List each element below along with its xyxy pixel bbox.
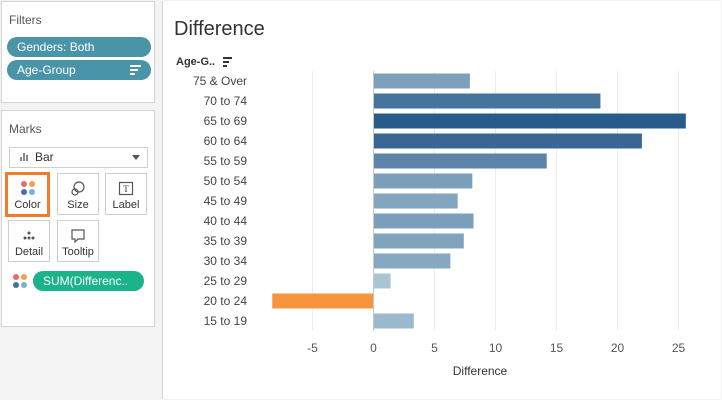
chevron-down-icon	[132, 155, 140, 160]
category-label: 20 to 24	[204, 294, 248, 308]
bar	[373, 133, 642, 149]
sheet-title: Difference	[174, 18, 265, 40]
bar-chart-icon	[20, 153, 30, 161]
tick-label: 15	[550, 341, 564, 355]
marks-card-title: Marks	[9, 122, 42, 136]
filters-card: Filters Genders: Both Age-Group	[1, 1, 155, 103]
bar	[373, 73, 470, 89]
mark-type-dropdown[interactable]: Bar	[9, 147, 148, 168]
category-label: 30 to 34	[204, 254, 248, 268]
tick-label: 5	[431, 341, 438, 355]
sort-icon[interactable]	[223, 57, 232, 67]
sort-icon	[130, 65, 141, 75]
filter-pill-label: Genders: Both	[17, 40, 95, 54]
category-label: 35 to 39	[204, 234, 248, 248]
filter-pill-age-group[interactable]: Age-Group	[7, 60, 151, 80]
side-panel: Filters Genders: Both Age-Group Marks Ba…	[0, 0, 161, 400]
bar	[373, 193, 458, 209]
marks-card: Marks Bar	[1, 110, 155, 327]
filters-card-title: Filters	[9, 13, 42, 27]
category-label: 15 to 19	[204, 314, 248, 328]
worksheet: Difference Age-G.. 75 & Over 70 to 74 65 t…	[162, 1, 721, 399]
tick-label: -5	[307, 341, 318, 355]
size-button[interactable]: Size	[57, 173, 99, 215]
bar	[272, 293, 374, 309]
category-label: 70 to 74	[204, 94, 248, 108]
detail-dots-icon	[23, 231, 35, 240]
filter-pill-label: Age-Group	[17, 63, 76, 77]
detail-button-label: Detail	[14, 246, 44, 258]
x-axis-label: Difference	[453, 364, 508, 378]
bar-chart: 75 & Over 70 to 74 65 to 69 60 to 64 55 to 5…	[193, 71, 686, 378]
color-button[interactable]: Color	[5, 172, 50, 217]
bar	[373, 213, 474, 229]
mark-type-label: Bar	[35, 150, 54, 164]
bar	[373, 273, 391, 289]
size-button-label: Size	[67, 199, 89, 211]
color-dots-icon	[20, 181, 35, 195]
bar	[373, 313, 414, 329]
color-field-pill[interactable]: SUM(Differenc..	[33, 271, 144, 291]
category-label: 55 to 59	[204, 154, 248, 168]
color-button-label: Color	[14, 199, 41, 211]
bar	[373, 93, 601, 109]
filter-pill-genders[interactable]: Genders: Both	[7, 37, 151, 57]
bar	[373, 113, 686, 129]
bar	[373, 233, 464, 249]
category-label: 65 to 69	[204, 114, 248, 128]
detail-button[interactable]: Detail	[8, 220, 50, 262]
bar	[373, 153, 547, 169]
category-label: 50 to 54	[204, 174, 248, 188]
tooltip-button[interactable]: Tooltip	[57, 220, 99, 262]
tick-label: 0	[370, 341, 377, 355]
category-label: 60 to 64	[204, 134, 248, 148]
text-label-icon: T	[118, 181, 134, 196]
category-label: 45 to 49	[204, 194, 248, 208]
tooltip-icon	[71, 229, 85, 244]
tooltip-button-label: Tooltip	[62, 246, 94, 258]
category-label: 25 to 29	[204, 274, 248, 288]
tick-label: 20	[611, 341, 625, 355]
row-header-label: Age-G..	[176, 56, 216, 68]
tick-label: 10	[489, 341, 503, 355]
svg-text:T: T	[123, 184, 129, 194]
label-button[interactable]: T Label	[105, 173, 147, 215]
bar	[373, 253, 451, 269]
color-dots-icon	[13, 274, 27, 288]
category-label: 40 to 44	[204, 214, 248, 228]
bar	[373, 173, 473, 189]
row-header[interactable]: Age-G..	[176, 56, 232, 68]
tick-label: 25	[672, 341, 686, 355]
size-icon	[71, 181, 85, 196]
label-button-label: Label	[112, 199, 140, 211]
category-label: 75 & Over	[193, 74, 247, 88]
